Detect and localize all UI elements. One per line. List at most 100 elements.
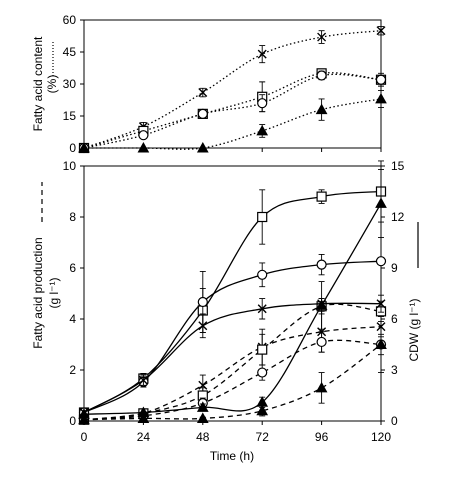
production-series-line xyxy=(83,339,382,421)
cdw-series-0 xyxy=(78,160,387,418)
top-series-1 xyxy=(78,68,387,154)
bottom-right-y-tick-label: 12 xyxy=(391,210,405,224)
cdw-point xyxy=(257,269,268,280)
bottom-right-y-tick-label: 3 xyxy=(391,363,398,377)
production-series-line xyxy=(83,303,382,421)
cdw-point xyxy=(256,396,269,407)
top-series-2 xyxy=(78,70,387,154)
production-point xyxy=(257,367,268,378)
top-y-ticks: 0 15 30 45 60 xyxy=(63,13,382,155)
bottom-left-y-tick-label: 8 xyxy=(69,210,76,224)
top-series-line xyxy=(83,72,382,149)
bottom-left-y-label-line2: (g l⁻¹) xyxy=(47,278,61,309)
top-point xyxy=(197,108,208,119)
cdw-series-line xyxy=(83,190,382,414)
top-point xyxy=(257,49,267,59)
top-series-line xyxy=(83,73,382,149)
top-y-tick-label: 45 xyxy=(63,45,77,59)
bottom-right-y-tick-label: 9 xyxy=(391,261,398,275)
top-point xyxy=(256,124,269,136)
cdw-point xyxy=(138,375,148,385)
top-point xyxy=(137,141,150,153)
bottom-left-y-tick-label: 6 xyxy=(69,261,76,275)
cdw-point xyxy=(257,304,267,314)
production-point xyxy=(137,412,150,423)
bottom-x-tick-label: 96 xyxy=(315,430,329,444)
production-point xyxy=(375,338,387,349)
cdw-point xyxy=(376,299,386,309)
top-y-tick-label: 30 xyxy=(63,77,77,91)
top-y-label-line2: (%) xyxy=(45,75,59,94)
production-point xyxy=(315,381,328,393)
bottom-right-y-tick-label: 0 xyxy=(391,414,398,428)
cdw-point xyxy=(78,408,90,419)
production-point xyxy=(196,412,209,423)
top-y-tick-label: 60 xyxy=(63,13,77,27)
cdw-point xyxy=(198,321,208,331)
bottom-right-y-label: CDW (g l⁻¹) xyxy=(407,299,421,362)
top-point xyxy=(375,74,387,85)
bottom-left-y-tick-label: 4 xyxy=(69,312,76,326)
production-series-1 xyxy=(78,298,387,425)
top-point xyxy=(317,32,327,42)
top-series-3 xyxy=(78,89,387,153)
production-series-3 xyxy=(78,316,387,425)
top-y-label-line1: Fatty acid content xyxy=(31,36,45,131)
top-point xyxy=(315,103,328,115)
production-series-line xyxy=(83,343,382,421)
bottom-left-y-label-line1: Fatty acid production xyxy=(31,237,45,348)
cdw-point xyxy=(316,191,327,202)
top-panel: 0 15 30 45 60 Fatty acid content (%) xyxy=(31,13,387,155)
top-point xyxy=(375,92,387,104)
cdw-point xyxy=(315,299,328,310)
production-point xyxy=(257,344,268,355)
top-y-tick-label: 15 xyxy=(63,109,77,123)
bottom-right-y-tick-label: 6 xyxy=(391,312,398,326)
bottom-data-layer xyxy=(78,160,387,425)
bottom-left-y-tick-label: 0 xyxy=(69,414,76,428)
bottom-left-y-tick-label: 10 xyxy=(63,159,77,173)
cdw-point xyxy=(316,259,327,270)
bottom-x-tick-label: 48 xyxy=(196,430,210,444)
top-plot-frame xyxy=(83,19,382,149)
bottom-plot-frame xyxy=(83,165,382,422)
cdw-point xyxy=(257,211,268,223)
production-point xyxy=(316,336,327,348)
bottom-x-tick-label: 72 xyxy=(256,430,270,444)
top-point xyxy=(198,88,208,98)
production-point xyxy=(78,413,90,425)
production-series-line xyxy=(83,325,382,421)
cdw-series-1 xyxy=(78,253,387,418)
bottom-right-y-tick-label: 15 xyxy=(391,159,405,173)
top-series-line xyxy=(83,30,382,149)
bottom-x-tick-label: 0 xyxy=(81,430,88,444)
top-point xyxy=(196,141,209,153)
cdw-series-line xyxy=(83,203,382,415)
cdw-point xyxy=(197,296,208,308)
cdw-point xyxy=(196,401,209,412)
top-point xyxy=(78,141,90,153)
cdw-point xyxy=(375,256,387,267)
top-point xyxy=(257,98,268,109)
top-data-layer xyxy=(78,25,387,154)
top-point xyxy=(316,70,327,81)
top-point xyxy=(376,26,386,36)
bottom-x-tick-label: 120 xyxy=(371,430,391,444)
production-series-0 xyxy=(79,310,386,425)
cdw-series-2 xyxy=(79,294,386,417)
top-series-0 xyxy=(79,25,386,153)
production-point xyxy=(256,404,269,416)
cdw-series-line xyxy=(83,302,382,414)
top-y-tick-label: 0 xyxy=(69,141,76,155)
bottom-left-y-tick-label: 2 xyxy=(69,363,76,377)
top-point xyxy=(138,130,149,141)
cdw-series-3 xyxy=(78,168,387,419)
bottom-x-label: Time (h) xyxy=(210,449,254,463)
cdw-point xyxy=(137,406,150,417)
top-series-line xyxy=(84,98,382,150)
bottom-x-tick-label: 24 xyxy=(137,430,151,444)
cdw-point xyxy=(375,197,387,208)
